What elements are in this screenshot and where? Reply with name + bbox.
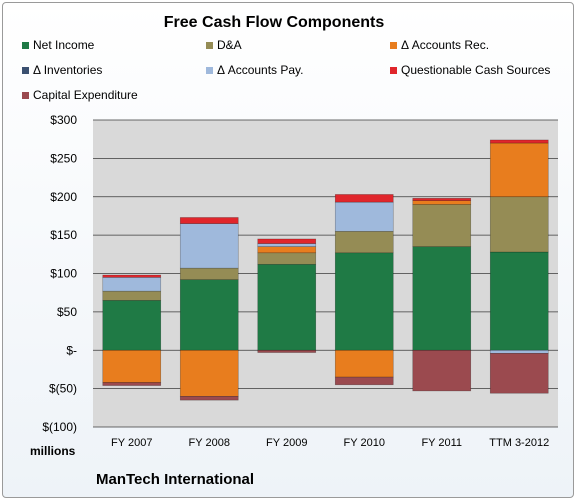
x-tick-label: FY 2010 — [344, 437, 385, 449]
bar-segment — [257, 252, 317, 265]
x-tick-label: FY 2011 — [421, 437, 462, 449]
legend-swatch — [22, 66, 29, 74]
x-tick-label: FY 2008 — [189, 437, 230, 449]
legend-label: Δ Inventories — [33, 63, 103, 77]
legend-item: Δ Accounts Pay. — [206, 63, 304, 77]
y-tick-label: $150 — [50, 228, 77, 242]
chart-title: Free Cash Flow Components — [163, 14, 385, 31]
bar-segment — [412, 197, 472, 201]
y-tick-label: $(100) — [42, 420, 77, 434]
bar-segment — [179, 395, 239, 401]
legend-swatch — [390, 66, 397, 74]
bar-segment — [179, 267, 239, 280]
legend-item: Questionable Cash Sources — [390, 63, 550, 77]
y-tick-label: $250 — [50, 151, 77, 165]
bar-segment — [334, 376, 394, 386]
legend-label: Capital Expenditure — [33, 88, 138, 102]
bar-segment — [412, 349, 472, 392]
bar-segment — [489, 349, 549, 354]
bar-segment — [334, 201, 394, 232]
bar-segment — [489, 196, 549, 253]
legend-swatch — [22, 91, 29, 99]
bar-segment — [179, 279, 239, 351]
bar-segment — [334, 252, 394, 351]
y-tick-label: $50 — [57, 305, 77, 319]
bar-segment — [489, 251, 549, 351]
legend-item: Δ Inventories — [22, 63, 102, 77]
bar-segment — [489, 139, 549, 144]
y-tick-label: $200 — [50, 190, 77, 204]
legend-label: Δ Accounts Pay. — [217, 63, 304, 77]
bar-segment — [412, 204, 472, 247]
bar-segment — [102, 349, 162, 383]
bar-segment — [257, 349, 317, 353]
legend-label: Questionable Cash Sources — [401, 63, 551, 77]
y-axis-unit-label: millions — [30, 444, 76, 458]
legend-label: D&A — [217, 38, 242, 52]
legend-item: D&A — [206, 38, 242, 52]
legend-label: Net Income — [33, 38, 95, 52]
bar-segment — [489, 353, 549, 394]
y-tick-label: $(50) — [49, 382, 77, 396]
bar-segment — [179, 217, 239, 224]
legend-item: Δ Accounts Rec. — [390, 38, 489, 52]
legend-swatch — [390, 41, 397, 49]
x-tick-label: FY 2009 — [266, 437, 307, 449]
legend-swatch — [206, 41, 213, 49]
bar-segment — [102, 274, 162, 278]
y-tick-label: $- — [66, 343, 77, 357]
bar-segment — [179, 223, 239, 269]
bar-segment — [257, 263, 317, 351]
x-tick-label: FY 2007 — [111, 437, 152, 449]
bar-segment — [334, 349, 394, 378]
company-name: ManTech International — [96, 471, 255, 488]
bar-segment — [412, 200, 472, 205]
legend-item: Net Income — [22, 38, 94, 52]
bar-segment — [102, 290, 162, 301]
bar-segment — [257, 246, 317, 254]
bar-segment — [334, 230, 394, 254]
x-tick-label: TTM 3-2012 — [489, 437, 549, 449]
legend-item: Capital Expenditure — [22, 88, 138, 102]
legend-label: Δ Accounts Rec. — [401, 38, 490, 52]
bar-segment — [179, 349, 239, 397]
bar-segment — [257, 243, 317, 247]
legend-swatch — [206, 66, 213, 74]
bar-segment — [102, 277, 162, 292]
bar-segment — [102, 300, 162, 351]
legend-swatch — [22, 41, 29, 49]
bar-segment — [489, 142, 549, 198]
y-tick-label: $300 — [50, 113, 77, 127]
bar-segment — [257, 238, 317, 244]
bar-segment — [102, 382, 162, 386]
y-tick-label: $100 — [50, 267, 77, 281]
bar-segment — [334, 194, 394, 203]
bar-segment — [412, 246, 472, 351]
